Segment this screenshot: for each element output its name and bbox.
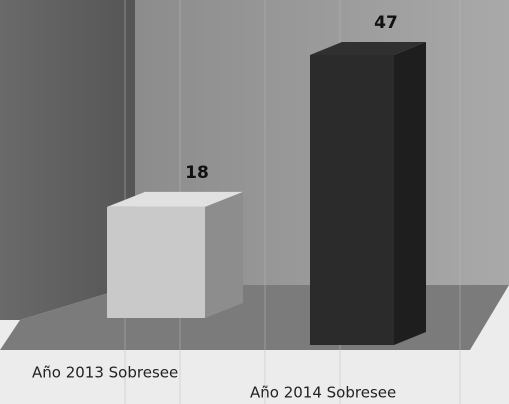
bar-side — [205, 191, 243, 318]
category-label: Año 2014 Sobresee — [250, 384, 396, 402]
category-label: Año 2013 Sobresee — [32, 364, 178, 382]
bar — [310, 55, 394, 345]
data-label: 47 — [374, 13, 398, 33]
bar — [107, 206, 205, 318]
bars — [107, 42, 426, 345]
bar-side — [394, 42, 426, 345]
data-label: 18 — [185, 163, 209, 183]
bar-top — [107, 191, 243, 207]
bar-top — [310, 42, 426, 55]
side-wall — [0, 0, 135, 320]
